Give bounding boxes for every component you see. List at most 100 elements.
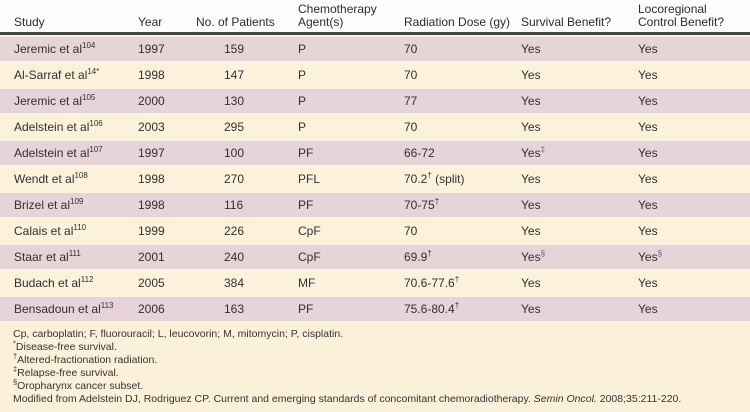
dose-cell: 70 — [404, 120, 418, 134]
reference-superscript: 14* — [87, 68, 100, 76]
dose-cell: 75.6-80.4† — [404, 302, 460, 316]
locoregional-cell: Yes — [638, 198, 658, 212]
survival-cell: Yes§ — [521, 250, 546, 264]
locoregional-cell: Yes — [638, 146, 658, 160]
year-cell: 1998 — [138, 172, 165, 186]
study-cell: Brizel et al109 — [14, 198, 84, 212]
footnote-mark: † — [427, 250, 432, 258]
year-cell: 2006 — [138, 302, 165, 316]
study-cell: Jeremic et al105 — [14, 94, 96, 108]
year-cell: 1999 — [138, 224, 165, 238]
chemo-cell: PF — [298, 302, 314, 316]
locoregional-cell: Yes — [638, 172, 658, 186]
study-cell: Adelstein et al107 — [14, 146, 103, 160]
footnote-symbol: † — [13, 351, 18, 361]
col-header-year: Year — [138, 16, 163, 29]
patients-cell: 116 — [224, 198, 244, 212]
dose-cell: 70.2† (split) — [404, 172, 465, 186]
chemo-cell: MF — [298, 276, 316, 290]
locoregional-cell: Yes — [638, 42, 658, 56]
reference-superscript: 104 — [82, 42, 96, 50]
footnote-mark: § — [540, 250, 546, 258]
dose-cell: 70.6-77.6† — [404, 276, 460, 290]
col-header-study: Study — [14, 16, 45, 29]
locoregional-cell: Yes — [638, 224, 658, 238]
footnote-mark: † — [434, 198, 440, 206]
dose-cell: 70 — [404, 224, 418, 238]
patients-cell: 384 — [224, 276, 245, 290]
footnote-mark: ‡ — [540, 146, 546, 154]
col-header-patients: No. of Patients — [196, 16, 275, 29]
study-cell: Wendt et al108 — [14, 172, 88, 186]
reference-superscript: 107 — [89, 146, 103, 154]
dose-cell: 70 — [404, 42, 418, 56]
survival-cell: Yes — [521, 224, 541, 238]
locoregional-cell: Yes — [638, 120, 658, 134]
chemo-cell: P — [298, 120, 307, 134]
reference-superscript: 110 — [73, 224, 87, 232]
patients-cell: 163 — [224, 302, 245, 316]
locoregional-cell: Yes — [638, 276, 658, 290]
patients-cell: 295 — [224, 120, 245, 134]
study-cell: Al-Sarraf et al14* — [14, 68, 100, 82]
chemo-cell: PFL — [298, 172, 321, 186]
study-cell: Bensadoun et al113 — [14, 302, 114, 316]
footnote-section: §Oropharynx cancer subset. — [13, 377, 144, 392]
chemo-cell: P — [298, 68, 307, 82]
survival-cell: Yes — [521, 42, 541, 56]
chemo-cell: P — [298, 42, 307, 56]
study-cell: Calais et al110 — [14, 224, 87, 238]
table-row: Budach et al112 2005 384 MF 70.6-77.6† Y… — [0, 269, 750, 295]
survival-cell: Yes — [521, 198, 541, 212]
patients-cell: 147 — [224, 68, 245, 82]
locoregional-cell: Yes§ — [638, 250, 663, 264]
dose-cell: 66-72 — [404, 146, 435, 160]
chemo-cell: CpF — [298, 224, 321, 238]
table-row: Bensadoun et al113 2006 163 PF 75.6-80.4… — [0, 295, 750, 321]
reference-superscript: 106 — [89, 120, 103, 128]
survival-cell: Yes — [521, 276, 541, 290]
patients-cell: 100 — [224, 146, 245, 160]
footnote-symbol: ‡ — [13, 364, 18, 374]
locoregional-cell: Yes — [638, 94, 658, 108]
col-header-locoregional-benefit: Locoregional Control Benefit? — [638, 3, 725, 29]
reference-superscript: 113 — [100, 302, 114, 310]
chemo-cell: PF — [298, 146, 314, 160]
year-cell: 2003 — [138, 120, 165, 134]
year-cell: 1998 — [138, 198, 165, 212]
table-row: Calais et al110 1999 226 CpF 70 Yes Yes — [0, 217, 750, 243]
patients-cell: 270 — [224, 172, 245, 186]
chemo-cell: CpF — [298, 250, 321, 264]
locoregional-cell: Yes — [638, 68, 658, 82]
col-header-survival-benefit: Survival Benefit? — [521, 16, 612, 29]
table-header-row: Study Year No. of Patients Chemotherapy … — [0, 0, 750, 35]
survival-cell: Yes — [521, 120, 541, 134]
survival-cell: Yes — [521, 94, 541, 108]
patients-cell: 130 — [224, 94, 245, 108]
table-row: Jeremic et al105 2000 130 P 77 Yes Yes — [0, 87, 750, 113]
table-row: Wendt et al108 1998 270 PFL 70.2† (split… — [0, 165, 750, 191]
footnote-symbol: * — [13, 338, 16, 348]
table-row: Jeremic et al104 1997 159 P 70 Yes Yes — [0, 35, 750, 61]
dose-cell: 70 — [404, 68, 418, 82]
dose-cell: 77 — [404, 94, 418, 108]
reference-superscript: 109 — [70, 198, 84, 206]
year-cell: 1997 — [138, 146, 165, 160]
year-cell: 2001 — [138, 250, 165, 264]
patients-cell: 159 — [224, 42, 245, 56]
study-cell: Budach et al112 — [14, 276, 94, 290]
survival-cell: Yes — [521, 68, 541, 82]
footnote-mark: § — [657, 250, 663, 258]
footnote-mark: † — [454, 302, 460, 310]
table-row: Al-Sarraf et al14* 1998 147 P 70 Yes Yes — [0, 61, 750, 87]
col-header-radiation-dose: Radiation Dose (gy) — [404, 16, 511, 29]
journal-name: Semin Oncol. — [533, 393, 597, 405]
table-row: Staar et al111 2001 240 CpF 69.9† Yes§ Y… — [0, 243, 750, 269]
reference-superscript: 112 — [80, 276, 94, 284]
study-cell: Staar et al111 — [14, 250, 81, 264]
patients-cell: 240 — [224, 250, 245, 264]
year-cell: 2000 — [138, 94, 165, 108]
patients-cell: 226 — [224, 224, 245, 238]
footnote-symbol: § — [13, 377, 18, 387]
